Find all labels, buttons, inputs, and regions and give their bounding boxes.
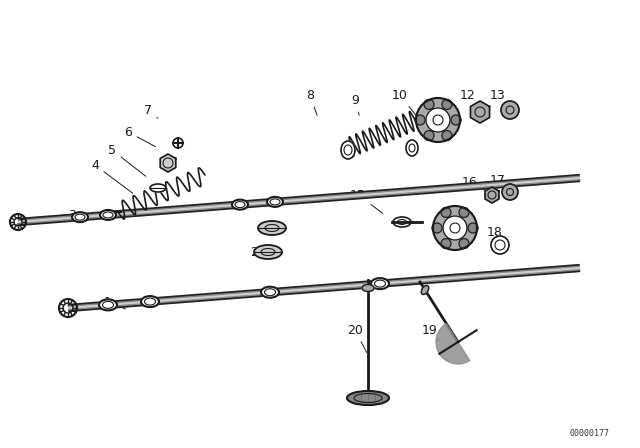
Circle shape [426,108,450,132]
Text: 7: 7 [144,103,158,118]
Polygon shape [436,323,470,364]
Ellipse shape [341,141,355,159]
Text: 9: 9 [351,94,359,115]
Text: 11: 11 [430,99,451,125]
Text: 19: 19 [422,323,438,340]
Circle shape [501,101,519,119]
Text: 3: 3 [68,208,76,221]
Ellipse shape [232,200,248,210]
Ellipse shape [421,285,429,294]
Circle shape [416,98,460,142]
Text: 12: 12 [460,89,478,108]
Ellipse shape [150,184,166,192]
Circle shape [441,239,451,249]
Circle shape [443,216,467,240]
Circle shape [451,115,461,125]
Circle shape [442,130,452,141]
Circle shape [459,207,469,217]
Text: 15: 15 [350,189,383,213]
Text: 21: 21 [250,246,266,258]
Text: 17: 17 [490,173,506,186]
Ellipse shape [258,221,286,235]
Ellipse shape [261,287,279,298]
Text: 4: 4 [91,159,132,194]
Ellipse shape [393,217,411,227]
Circle shape [442,99,452,109]
Ellipse shape [267,197,283,207]
Text: 14: 14 [260,221,276,234]
Text: 13: 13 [490,89,508,108]
Ellipse shape [100,210,116,220]
Circle shape [468,223,478,233]
Polygon shape [485,187,499,203]
Text: 10: 10 [392,89,416,116]
Circle shape [415,115,425,125]
Text: 00000177: 00000177 [570,429,610,438]
Text: 6: 6 [124,125,156,146]
Text: 1: 1 [104,296,125,309]
Circle shape [502,184,518,200]
Text: 2: 2 [14,215,22,228]
Ellipse shape [99,299,117,310]
Circle shape [433,206,477,250]
Ellipse shape [347,391,389,405]
Ellipse shape [141,296,159,307]
Polygon shape [160,154,176,172]
Ellipse shape [371,278,389,289]
Circle shape [424,99,434,109]
Ellipse shape [72,212,88,222]
Polygon shape [470,101,490,123]
Circle shape [491,236,509,254]
Circle shape [459,239,469,249]
Text: 8: 8 [306,89,317,116]
Circle shape [432,223,442,233]
Text: 5: 5 [108,143,146,177]
Text: 16: 16 [462,176,486,191]
Ellipse shape [406,140,418,156]
Text: 20: 20 [347,323,367,353]
Circle shape [441,207,451,217]
Circle shape [424,130,434,141]
Ellipse shape [254,245,282,259]
Text: 18: 18 [487,225,503,238]
Ellipse shape [362,284,374,292]
